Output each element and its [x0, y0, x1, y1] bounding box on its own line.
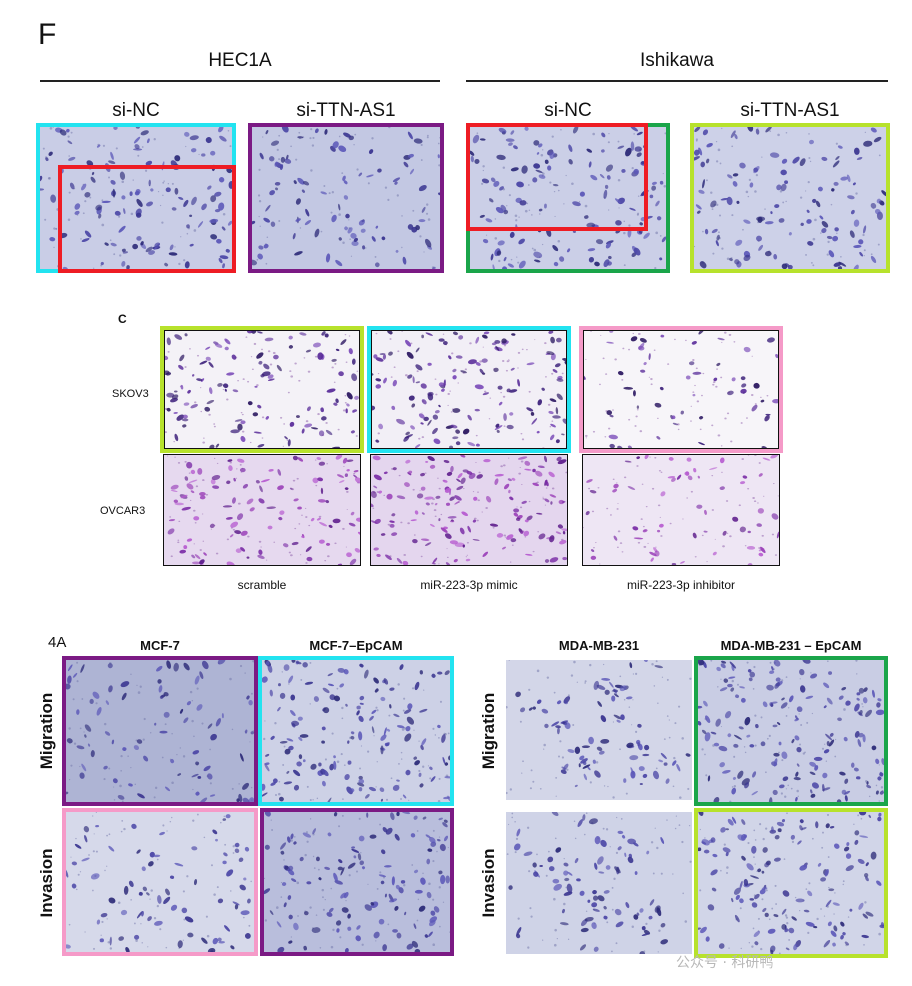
- group-label-ishikawa: Ishikawa: [640, 50, 714, 71]
- micrograph-ovcar3-mimic: [370, 454, 568, 566]
- micrograph-mcf7-epcam-invasion: [260, 808, 454, 956]
- column-label-mda-mb-231: MDA-MB-231: [558, 638, 640, 653]
- micrograph-mda-invasion: [506, 812, 692, 954]
- micrograph-ishikawa-si-nc: [466, 123, 670, 273]
- micrograph-ishikawa-si-ttn-as1: [690, 123, 890, 273]
- micrograph-skov3-mimic: [367, 326, 571, 453]
- column-label-scramble: scramble: [237, 578, 287, 592]
- micrograph-hec1a-si-nc: [36, 123, 236, 273]
- group-label-hec1a: HEC1A: [208, 50, 272, 71]
- panel-4a-letter: 4A: [48, 634, 67, 651]
- condition-label-hec1a-si-nc: si-NC: [112, 100, 160, 121]
- micrograph-ovcar3-scramble: [163, 454, 361, 566]
- micrograph-skov3-inhibitor: [579, 326, 783, 453]
- row-label-invasion-left: Invasion: [37, 848, 56, 918]
- micrograph-mda-epcam-migration: [694, 656, 888, 806]
- micrograph-skov3-scramble: [160, 326, 364, 453]
- panel-c-letter: C: [118, 312, 127, 326]
- micrograph-mda-migration: [506, 660, 692, 800]
- micrograph-mda-epcam-invasion: [694, 808, 888, 958]
- column-label-mcf7-epcam: MCF-7–EpCAM: [309, 638, 403, 653]
- row-label-migration-right: Migration: [479, 692, 498, 770]
- micrograph-mcf7-migration: [62, 656, 258, 806]
- micrograph-mcf7-invasion: [62, 808, 258, 956]
- column-label-mcf7: MCF-7: [140, 638, 180, 653]
- condition-label-ishikawa-si-ttn-as1: si-TTN-AS1: [740, 100, 840, 121]
- condition-label-ishikawa-si-nc: si-NC: [544, 100, 592, 121]
- row-label-skov3: SKOV3: [112, 388, 149, 400]
- column-label-mda-mb-231-epcam: MDA-MB-231 – EpCAM: [720, 638, 862, 653]
- row-label-migration-left: Migration: [37, 692, 56, 770]
- group-rule-ishikawa: [466, 80, 888, 82]
- row-label-invasion-right: Invasion: [479, 848, 498, 918]
- condition-label-hec1a-si-ttn-as1: si-TTN-AS1: [296, 100, 396, 121]
- row-label-ovcar3: OVCAR3: [100, 505, 146, 517]
- micrograph-hec1a-si-ttn-as1: [248, 123, 444, 273]
- column-label-inhibitor: miR-223-3p inhibitor: [626, 578, 736, 592]
- micrograph-mcf7-epcam-migration: [258, 656, 454, 806]
- column-label-mimic: miR-223-3p mimic: [420, 578, 518, 592]
- group-rule-hec1a: [40, 80, 440, 82]
- watermark-text: 公众号 · 科研鸭: [676, 955, 774, 971]
- micrograph-ovcar3-inhibitor: [582, 454, 780, 566]
- panel-f-letter: F: [38, 18, 57, 51]
